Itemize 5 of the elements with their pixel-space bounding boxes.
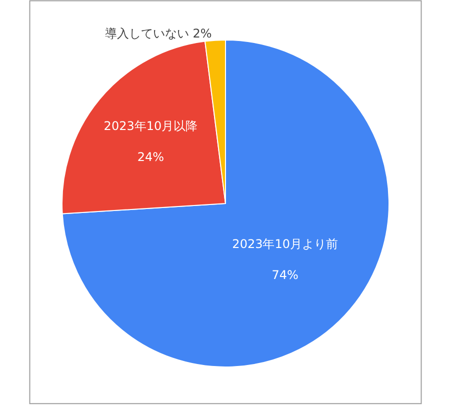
data-label: 74%: [272, 268, 298, 282]
slice-label: 2023年10月以降: [104, 119, 198, 134]
slice-label: 導入していない 2%: [104, 26, 212, 40]
data-label: 24%: [137, 150, 164, 164]
slice-label: 2023年10月より前: [232, 236, 338, 251]
